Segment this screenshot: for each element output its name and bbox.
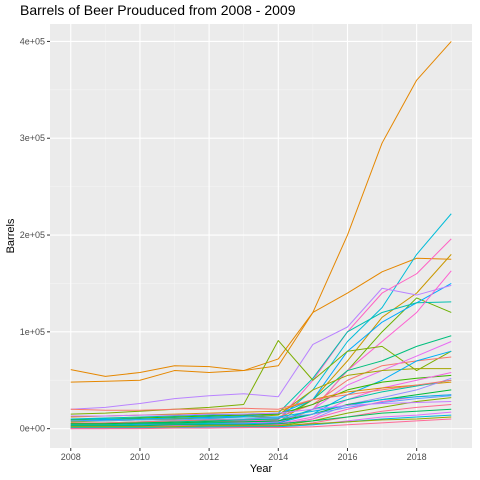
x-tick-label: 2016 xyxy=(337,452,357,462)
series-line-30 xyxy=(70,416,452,428)
series-line-17 xyxy=(70,374,452,421)
grid-layer xyxy=(50,24,472,448)
chart-title: Barrels of Beer Prouduced from 2008 - 20… xyxy=(20,2,296,18)
series-line-1 xyxy=(70,41,452,383)
x-axis-title: Year xyxy=(250,463,273,475)
series-line-34 xyxy=(70,401,452,417)
x-tick-label: 2012 xyxy=(199,452,219,462)
tick-layer: 2008 2010 2012 2014 2016 2018 0e+00 1e+05 2e+05 3… xyxy=(20,36,427,462)
series-line-29 xyxy=(70,414,452,429)
y-tick-label: 2e+05 xyxy=(20,230,45,240)
y-tick-label: 3e+05 xyxy=(20,133,45,143)
x-tick-label: 2008 xyxy=(61,452,81,462)
y-tick-label: 1e+05 xyxy=(20,327,45,337)
series-line-24 xyxy=(70,395,452,422)
y-axis-title: Barrels xyxy=(5,218,17,253)
series-line-16 xyxy=(70,350,452,427)
series-line-11 xyxy=(70,340,452,415)
series-line-32 xyxy=(70,379,452,411)
series-line-33 xyxy=(70,394,452,420)
y-tick-label: 0e+00 xyxy=(20,424,45,434)
series-line-31 xyxy=(70,418,452,430)
series-line-2 xyxy=(70,257,452,377)
x-tick-label: 2014 xyxy=(268,452,288,462)
plot-panel xyxy=(50,24,472,448)
series-layer xyxy=(70,41,452,430)
series-line-27 xyxy=(70,408,452,427)
series-line-8 xyxy=(70,284,452,410)
x-tick-label: 2018 xyxy=(407,452,427,462)
x-tick-label: 2010 xyxy=(130,452,150,462)
y-tick-label: 4e+05 xyxy=(20,36,45,46)
